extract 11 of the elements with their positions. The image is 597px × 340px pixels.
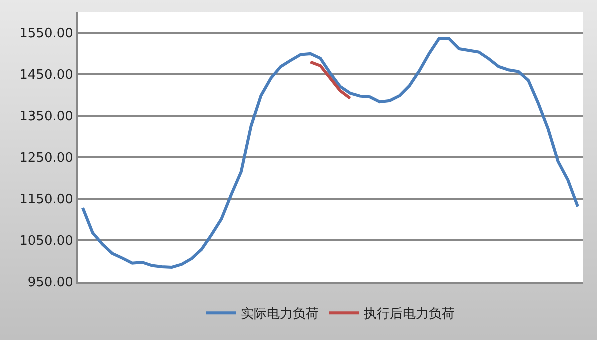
y-tick-label: 1350.00 — [20, 109, 74, 124]
y-tick-label: 1450.00 — [20, 68, 74, 83]
y-tick-label: 1050.00 — [20, 234, 74, 250]
line-series — [81, 37, 580, 269]
legend-label: 执行后电力负荷 — [364, 307, 455, 322]
line-series — [309, 60, 352, 100]
legend-label: 实际电力负荷 — [241, 307, 319, 322]
y-tick-label: 1550.00 — [20, 26, 74, 42]
y-tick-label: 1250.00 — [20, 150, 74, 166]
y-tick-label: 950.00 — [28, 276, 74, 291]
y-tick-label: 1150.00 — [20, 192, 74, 208]
